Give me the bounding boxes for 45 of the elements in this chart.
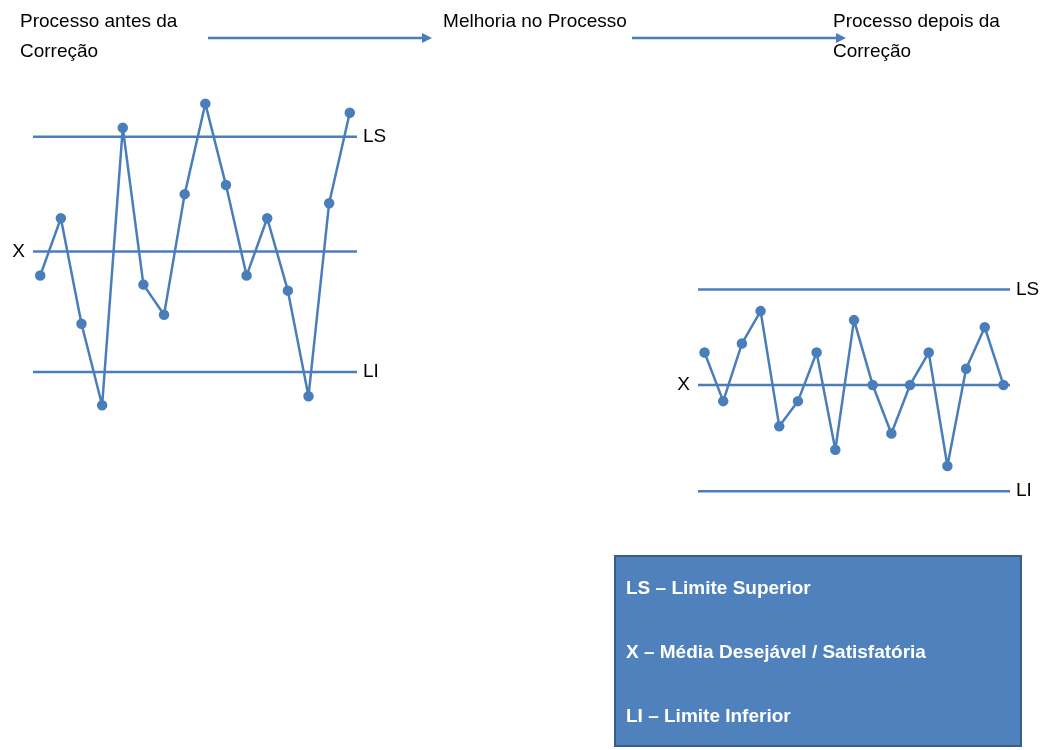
point [699,347,710,358]
point [303,390,314,402]
point [282,285,294,296]
point [117,122,129,134]
point [344,107,356,118]
point [942,460,953,472]
ref-line-label: X [12,239,26,261]
point [241,270,252,281]
point [55,213,67,224]
point [886,428,897,439]
point [717,395,729,407]
point [736,338,748,349]
point [34,270,46,281]
chart-title: Processo depois da Correção [833,9,1001,63]
point [220,179,232,191]
point [848,314,860,326]
point [138,279,149,290]
point [904,379,916,391]
point [960,363,972,374]
ref-line-label: LS [1016,277,1040,299]
point [76,318,87,330]
text: X – Média Desejável / Satisfatória [626,641,927,664]
point [179,188,190,200]
point [96,399,108,411]
text: Melhoria no Processo [442,9,628,33]
point [261,213,273,224]
point [830,444,841,456]
point [792,395,804,407]
point [774,421,785,432]
text: LS – Limite Superior [626,577,812,600]
ref-line-label: LI [1016,479,1032,501]
point [923,347,934,358]
ref-line-label: LI [363,360,379,382]
chart-title: Processo antes da Correção [20,9,179,63]
point [158,309,170,321]
text: LI – Limite Inferior [626,705,792,728]
point [323,197,335,209]
point [998,379,1009,391]
point [867,379,878,391]
ref-line-label: LS [363,125,387,147]
point [979,322,991,333]
point [811,347,822,358]
ref-line-label: X [677,373,691,395]
point [200,98,211,109]
point [755,305,766,317]
